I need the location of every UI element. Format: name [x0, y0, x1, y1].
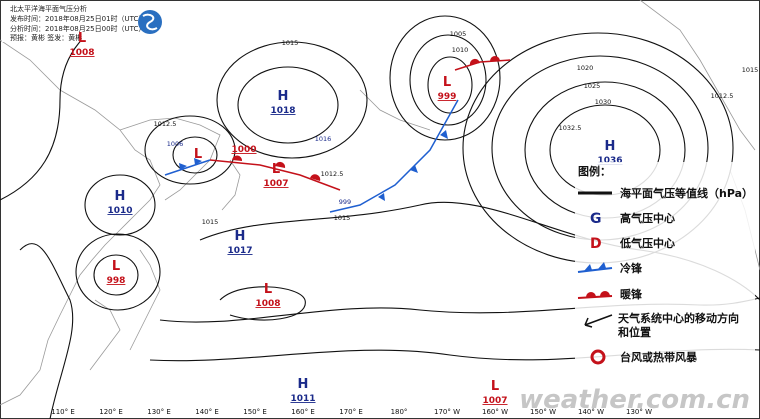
legend-item: 高气压中心	[620, 211, 675, 225]
logo-mark	[142, 13, 158, 31]
longitude-label: 170° W	[434, 408, 460, 416]
isobar-label: 1012.5	[154, 120, 177, 128]
legend-item: 天气系统中心的移动方向和位置	[618, 312, 739, 339]
isobar-label: 1012.5	[711, 92, 734, 100]
center-letter: L	[272, 162, 280, 177]
center-pressure: 1007	[263, 179, 288, 189]
center-letter: H	[605, 139, 616, 154]
header-title: 北太平洋海平面气压分析	[10, 4, 87, 13]
center-pressure: 1017	[227, 246, 252, 256]
legend-item: 冷锋	[620, 261, 643, 275]
isobar-label: 1032.5	[559, 124, 582, 132]
isobar-label: 1005	[450, 30, 467, 38]
center-pressure: 1008	[69, 48, 94, 58]
center-pressure: 1011	[290, 394, 315, 404]
longitude-label: 160° E	[291, 408, 315, 416]
center-pressure: 1018	[270, 106, 295, 116]
header-issued: 发布时间：2018年08月25日01时（UTC）	[10, 14, 145, 23]
isobar-label: 1010	[452, 46, 469, 54]
isobar-label: 1030	[595, 98, 612, 106]
center-letter: L	[112, 259, 120, 274]
forecast-pressure: 1006	[167, 140, 184, 148]
header-staff: 预报：黄彬 签发：黄彬	[10, 33, 82, 42]
legend: 图例： G D 海平面气压等值线（hPa） 高气压中心 低气压中心 冷锋 暖锋 …	[575, 162, 755, 374]
longitude-label: 110° E	[51, 408, 75, 416]
center-letter: L	[194, 147, 202, 162]
center-letter: H	[278, 89, 289, 104]
isobar-label: 1020	[577, 64, 594, 72]
legend-high-icon: G	[590, 211, 602, 227]
isobar-label: 1015	[742, 66, 759, 74]
center-pressure: 1008	[255, 299, 280, 309]
longitude-label: 170° E	[339, 408, 363, 416]
watermark: weather.com.cn	[519, 385, 750, 415]
center-pressure: 1036	[597, 156, 622, 166]
isobar-label: 1015	[334, 214, 351, 222]
legend-warm-bumps	[586, 291, 610, 297]
center-letter: L	[78, 31, 86, 46]
center-pressure: 1010	[107, 206, 132, 216]
legend-cold-teeth	[584, 262, 606, 271]
center-letter: L	[264, 282, 272, 297]
longitude-label: 140° E	[195, 408, 219, 416]
legend-item: 暖锋	[620, 287, 643, 301]
longitude-label: 160° W	[482, 408, 508, 416]
longitude-label: 140° W	[578, 408, 604, 416]
forecast-pressure: 1016	[315, 135, 332, 143]
center-pressure: 999	[438, 92, 457, 102]
longitude-label: 130° W	[626, 408, 652, 416]
header-analysis: 分析时间：2018年08月25日00时（UTC）	[10, 24, 145, 33]
center-letter: H	[115, 189, 126, 204]
center-pressure: 1007	[482, 396, 507, 406]
legend-item: 低气压中心	[619, 236, 675, 250]
isobar-label: 1012.5	[321, 170, 344, 178]
coastlines	[0, 0, 760, 406]
forecast-pressure: 999	[339, 198, 351, 206]
legend-arrow-icon	[584, 314, 613, 328]
legend-item: 海平面气压等值线（hPa）	[620, 186, 753, 200]
longitude-label: 130° E	[147, 408, 171, 416]
longitude-label: 120° E	[99, 408, 123, 416]
fronts	[164, 56, 511, 213]
center-letter: L	[443, 75, 451, 90]
center-pressure: 998	[107, 276, 126, 286]
longitude-label: 180°	[391, 408, 408, 416]
legend-low-icon: D	[590, 236, 602, 252]
isobar-label: 1015	[202, 218, 219, 226]
legend-cold-icon	[577, 267, 613, 273]
longitude-label: 150° W	[530, 408, 556, 416]
longitude-label: 150° E	[243, 408, 267, 416]
isobar-label: 1015	[282, 39, 299, 47]
legend-typhoon-icon	[590, 349, 606, 365]
legend-title: 图例：	[578, 164, 611, 178]
center-letter: H	[235, 229, 246, 244]
legend-item-wrap: 天气系统中心的移动方向和位置	[618, 312, 739, 339]
center-letter: L	[491, 379, 499, 394]
center-pressure: 1000	[231, 145, 256, 155]
center-letter: H	[298, 377, 309, 392]
legend-item: 台风或热带风暴	[620, 350, 698, 364]
isobar-label: 1025	[584, 82, 601, 90]
